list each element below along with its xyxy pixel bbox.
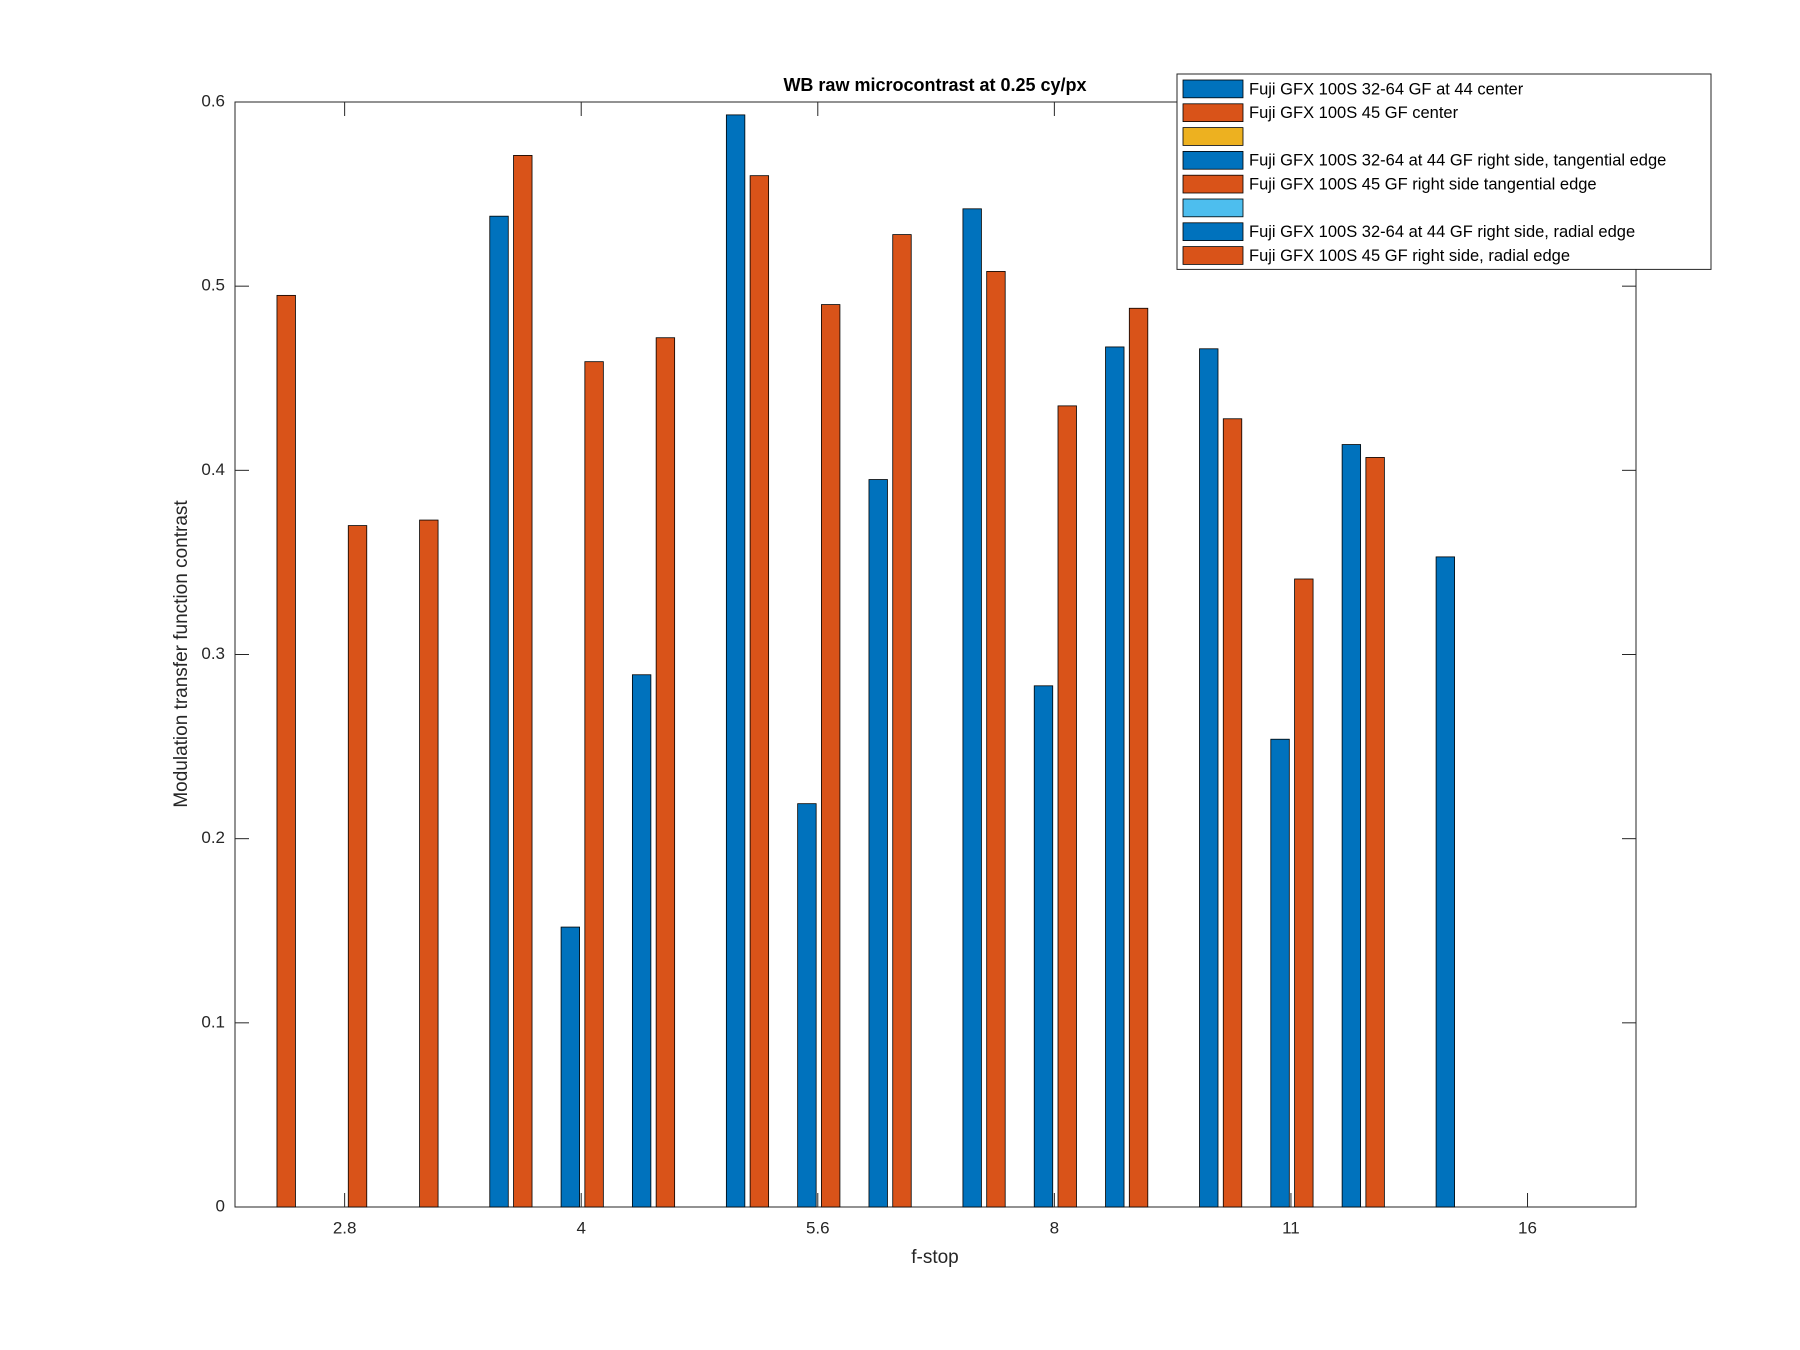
bar bbox=[513, 155, 533, 1208]
legend-swatch bbox=[1182, 198, 1244, 218]
bar bbox=[419, 519, 439, 1208]
legend-swatch bbox=[1182, 127, 1244, 146]
legend-swatch bbox=[1182, 246, 1244, 265]
bar bbox=[1365, 457, 1385, 1208]
bar bbox=[986, 271, 1006, 1208]
legend-label: Fuji GFX 100S 45 GF center bbox=[1249, 104, 1459, 122]
bar bbox=[1294, 578, 1314, 1208]
legend-label: Fuji GFX 100S 32-64 GF at 44 center bbox=[1249, 80, 1524, 98]
legend-swatch bbox=[1182, 222, 1244, 242]
bar bbox=[584, 361, 604, 1208]
legend-swatch bbox=[1182, 103, 1244, 123]
legend-box bbox=[1176, 73, 1712, 270]
x-tick-label: 11 bbox=[1282, 1218, 1300, 1237]
y-tick-label: 0.1 bbox=[201, 1012, 225, 1031]
bar bbox=[868, 479, 888, 1208]
bar bbox=[1128, 307, 1149, 1208]
bar bbox=[1341, 444, 1362, 1208]
bar bbox=[489, 215, 509, 1208]
y-tick-label: 0.4 bbox=[201, 460, 225, 479]
bar bbox=[1199, 348, 1219, 1208]
bar bbox=[797, 803, 817, 1208]
x-tick-label: 16 bbox=[1518, 1218, 1537, 1237]
y-tick-label: 0.5 bbox=[201, 276, 225, 295]
y-tick-label: 0.6 bbox=[201, 91, 225, 110]
bar bbox=[1222, 418, 1243, 1208]
x-axis-label: f-stop bbox=[911, 1247, 959, 1268]
bar bbox=[725, 114, 746, 1208]
bar bbox=[749, 175, 770, 1208]
x-tick-label: 4 bbox=[576, 1218, 585, 1237]
bar bbox=[962, 208, 982, 1208]
bar bbox=[1057, 405, 1077, 1208]
y-tick-label: 0.2 bbox=[201, 828, 225, 847]
legend-label: Fuji GFX 100S 32-64 at 44 GF right side,… bbox=[1249, 223, 1635, 241]
chart-title: WB raw microcontrast at 0.25 cy/px bbox=[783, 75, 1086, 95]
y-tick-label: 0.3 bbox=[201, 644, 225, 663]
legend-label: Fuji GFX 100S 45 GF right side tangentia… bbox=[1249, 175, 1597, 193]
bar bbox=[892, 234, 912, 1208]
x-tick-label: 2.8 bbox=[333, 1218, 357, 1237]
x-tick-label: 8 bbox=[1050, 1218, 1059, 1237]
bar bbox=[1105, 346, 1125, 1208]
bar bbox=[1270, 738, 1290, 1208]
bar bbox=[821, 304, 841, 1208]
bar bbox=[560, 926, 580, 1208]
bar bbox=[1033, 685, 1054, 1208]
bar bbox=[347, 525, 368, 1208]
legend-swatch bbox=[1182, 150, 1244, 170]
y-tick-label: 0 bbox=[216, 1196, 225, 1215]
bar bbox=[655, 337, 676, 1208]
bar bbox=[631, 674, 652, 1208]
legend-swatch bbox=[1182, 79, 1244, 99]
legend-swatch bbox=[1182, 174, 1244, 194]
bar bbox=[276, 294, 296, 1208]
x-tick-label: 5.6 bbox=[806, 1218, 830, 1237]
bar bbox=[1435, 556, 1455, 1208]
legend-label: Fuji GFX 100S 32-64 at 44 GF right side,… bbox=[1249, 152, 1666, 170]
legend-label: Fuji GFX 100S 45 GF right side, radial e… bbox=[1249, 247, 1570, 265]
y-axis-label: Modulation transfer function contrast bbox=[171, 500, 192, 808]
